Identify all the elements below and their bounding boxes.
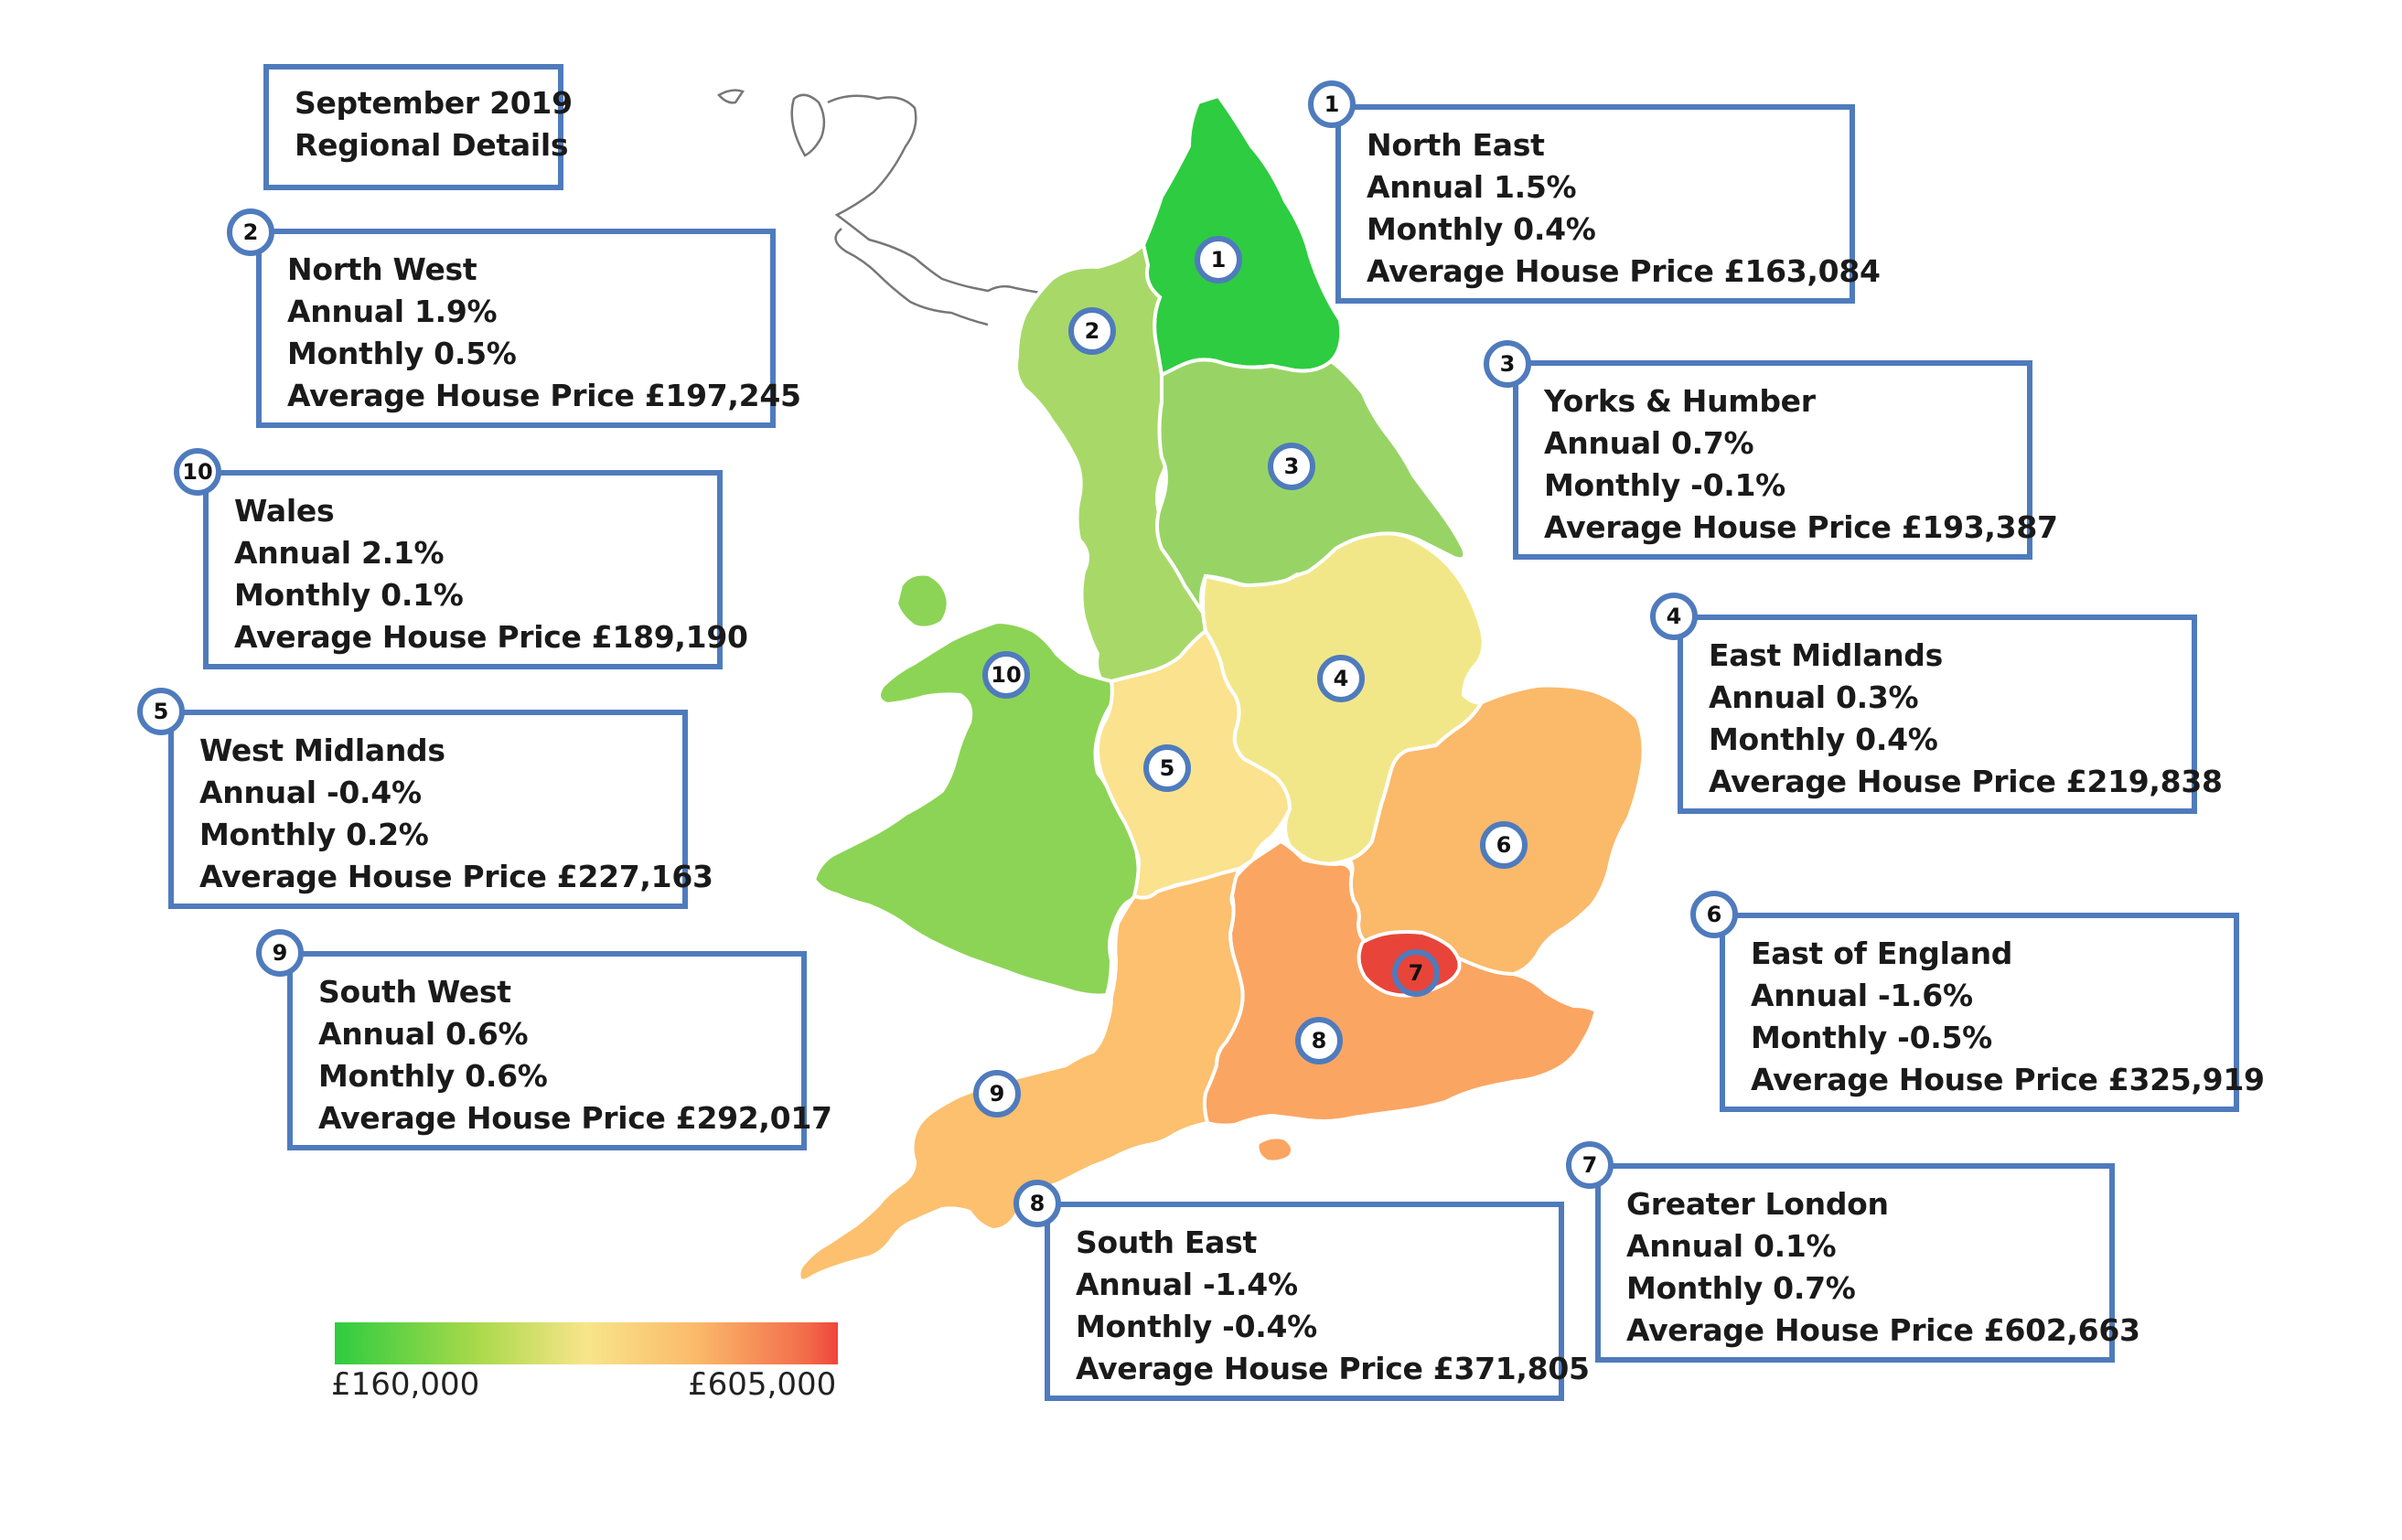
info-box-north-east: North East Annual 1.5% Monthly 0.4% Aver…	[1335, 104, 1881, 304]
region-price: Average House Price £371,805	[1076, 1351, 1590, 1386]
map-marker-2[interactable]: 2	[1068, 307, 1116, 355]
region-8-isle-of-wight[interactable]	[1255, 1135, 1295, 1164]
map-marker-9[interactable]: 9	[973, 1070, 1021, 1118]
title-line-2: Regional Details	[295, 127, 569, 163]
scotland-coastline	[717, 89, 1126, 326]
region-monthly: Monthly 0.1%	[234, 577, 464, 613]
region-monthly: Monthly 0.5%	[287, 336, 517, 371]
region-name: Wales	[234, 493, 335, 529]
region-price: Average House Price £219,838	[1709, 764, 2223, 799]
region-annual: Annual 0.6%	[318, 1016, 529, 1052]
region-annual: Annual 0.1%	[1626, 1228, 1837, 1264]
region-price: Average House Price £292,017	[318, 1100, 832, 1136]
callout-badge-8: 8	[1013, 1180, 1061, 1227]
region-monthly: Monthly 0.4%	[1367, 211, 1596, 247]
region-name: Yorks & Humber	[1544, 383, 1816, 419]
info-box-east-of-england: East of England Annual -1.6% Monthly -0.…	[1720, 913, 2265, 1112]
region-monthly: Monthly 0.7%	[1626, 1270, 1856, 1306]
callout-badge-4: 4	[1650, 593, 1698, 640]
legend-max-label: £605,000	[688, 1366, 837, 1403]
region-price: Average House Price £189,190	[234, 619, 748, 655]
region-annual: Annual -1.4%	[1076, 1267, 1298, 1302]
region-annual: Annual -1.6%	[1751, 978, 1973, 1013]
info-box-south-east: South East Annual -1.4% Monthly -0.4% Av…	[1045, 1202, 1590, 1401]
map-marker-10[interactable]: 10	[982, 651, 1030, 699]
color-scale-bar	[335, 1322, 838, 1364]
region-name: East of England	[1751, 936, 2013, 971]
callout-badge-7: 7	[1566, 1141, 1614, 1189]
region-monthly: Monthly 0.4%	[1709, 722, 1938, 757]
region-name: Greater London	[1626, 1186, 1889, 1222]
info-box-yorks-humber: Yorks & Humber Annual 0.7% Monthly -0.1%…	[1513, 360, 2058, 560]
region-annual: Annual 0.3%	[1709, 679, 1919, 715]
info-box-north-west: North West Annual 1.9% Monthly 0.5% Aver…	[256, 229, 801, 428]
callout-badge-9: 9	[256, 929, 304, 977]
region-price: Average House Price £227,163	[199, 859, 713, 894]
region-price: Average House Price £602,663	[1626, 1312, 2140, 1348]
map-marker-4[interactable]: 4	[1317, 655, 1365, 702]
callout-badge-2: 2	[227, 209, 274, 256]
region-monthly: Monthly -0.5%	[1751, 1020, 1992, 1055]
region-monthly: Monthly -0.1%	[1544, 467, 1785, 503]
info-box-greater-london: Greater London Annual 0.1% Monthly 0.7% …	[1595, 1163, 2140, 1363]
region-name: North East	[1367, 127, 1545, 163]
region-price: Average House Price £197,245	[287, 378, 801, 413]
title-line-1: September 2019	[295, 85, 573, 121]
legend-min-label: £160,000	[331, 1366, 480, 1403]
map-marker-6[interactable]: 6	[1480, 821, 1528, 869]
callout-badge-5: 5	[137, 688, 185, 735]
callout-badge-10: 10	[174, 448, 221, 496]
region-monthly: Monthly -0.4%	[1076, 1309, 1317, 1344]
region-price: Average House Price £163,084	[1367, 253, 1881, 289]
map-marker-1[interactable]: 1	[1195, 236, 1242, 283]
region-annual: Annual -0.4%	[199, 775, 422, 810]
region-name: East Midlands	[1709, 637, 1943, 673]
region-name: West Midlands	[199, 733, 445, 768]
map-marker-3[interactable]: 3	[1268, 443, 1315, 490]
region-1-north-east[interactable]	[1141, 93, 1344, 378]
info-box-wales: Wales Annual 2.1% Monthly 0.1% Average H…	[203, 470, 748, 669]
info-box-east-midlands: East Midlands Annual 0.3% Monthly 0.4% A…	[1678, 615, 2223, 814]
region-name: North West	[287, 251, 477, 287]
map-marker-7[interactable]: 7	[1392, 949, 1440, 997]
region-10-wales[interactable]	[811, 619, 1142, 998]
map-marker-5[interactable]: 5	[1143, 744, 1191, 792]
title-box: September 2019 Regional Details	[263, 64, 573, 190]
callout-badge-6: 6	[1690, 891, 1738, 938]
region-monthly: Monthly 0.6%	[318, 1058, 548, 1094]
region-name: South West	[318, 974, 511, 1010]
region-10-wales-anglesey[interactable]	[894, 572, 950, 630]
region-monthly: Monthly 0.2%	[199, 817, 429, 852]
region-name: South East	[1076, 1225, 1257, 1260]
region-annual: Annual 2.1%	[234, 535, 445, 571]
info-box-west-midlands: West Midlands Annual -0.4% Monthly 0.2% …	[168, 710, 713, 909]
region-price: Average House Price £193,387	[1544, 509, 2058, 545]
info-box-south-west: South West Annual 0.6% Monthly 0.6% Aver…	[287, 951, 832, 1150]
region-price: Average House Price £325,919	[1751, 1062, 2265, 1097]
region-annual: Annual 1.9%	[287, 294, 498, 329]
callout-badge-3: 3	[1484, 340, 1531, 388]
region-annual: Annual 0.7%	[1544, 425, 1754, 461]
map-marker-8[interactable]: 8	[1295, 1017, 1343, 1064]
region-annual: Annual 1.5%	[1367, 169, 1577, 205]
callout-badge-1: 1	[1308, 80, 1356, 128]
